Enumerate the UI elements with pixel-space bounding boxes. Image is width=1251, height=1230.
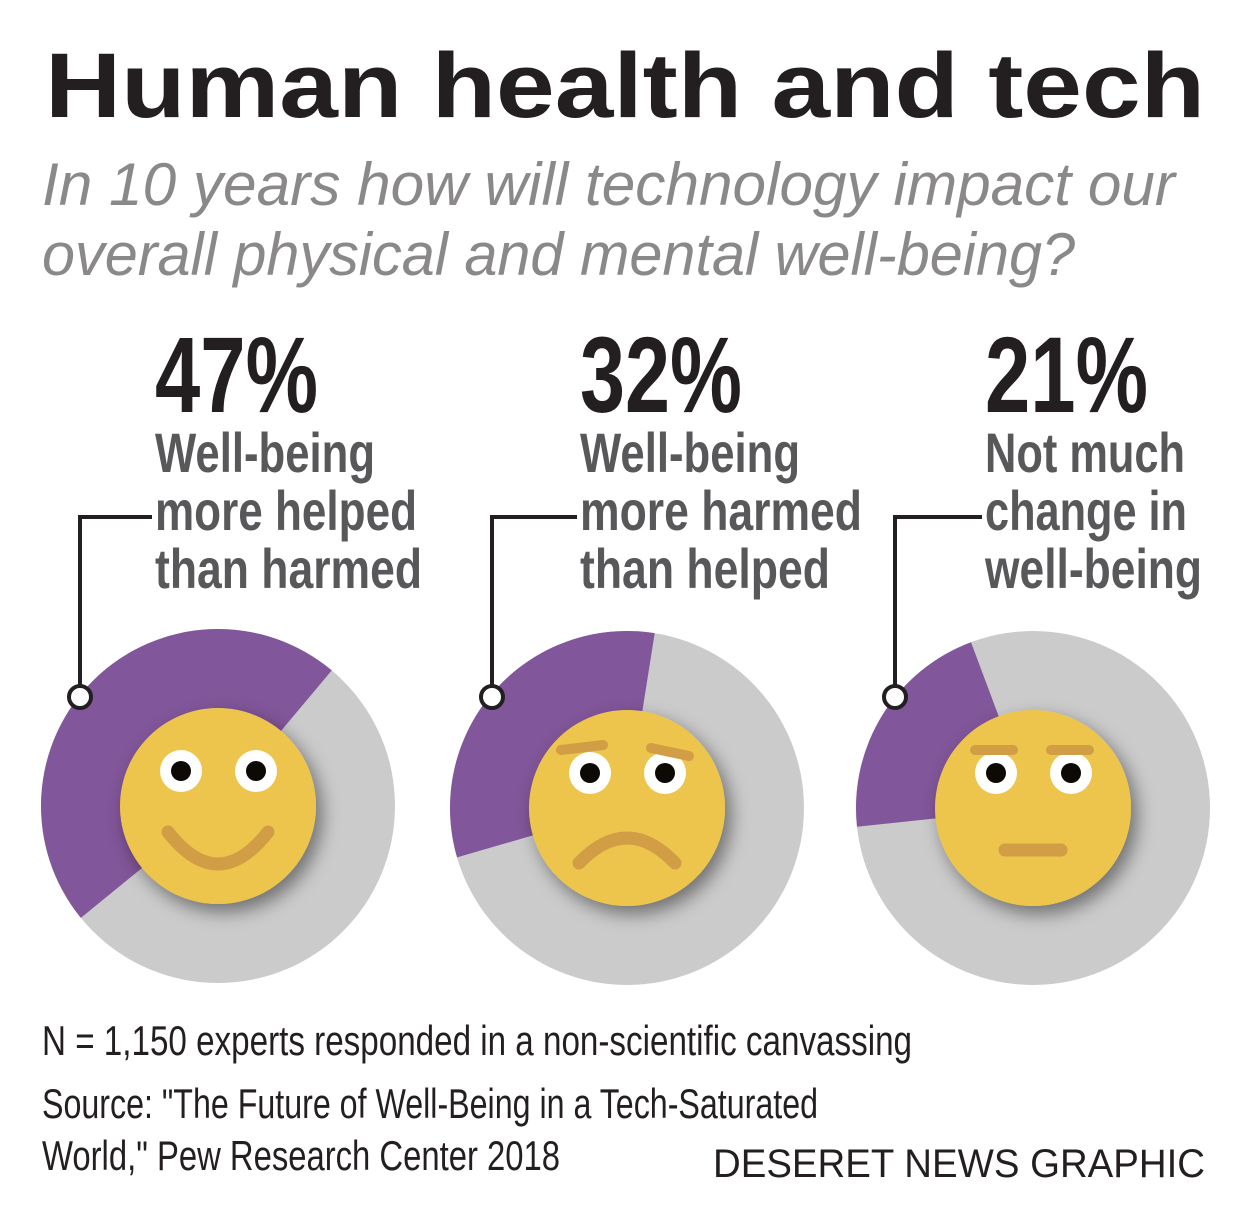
source-line-2: World," Pew Research Center 2018 — [42, 1132, 560, 1179]
percent-label-no-change: 21% — [985, 314, 1148, 435]
category-label-line: than helped — [580, 537, 830, 600]
leader-lines — [67, 515, 982, 710]
mouth-smile — [161, 825, 275, 871]
face-neutral-icon — [935, 710, 1131, 906]
subtitle-line-2: overall physical and mental well-being? — [42, 221, 1076, 288]
leader-line — [78, 515, 152, 686]
category-label-line: more harmed — [580, 479, 862, 542]
face-happy-icon — [120, 708, 316, 904]
subtitle-line-1: In 10 years how will technology impact o… — [42, 151, 1177, 218]
pie-chart-sad — [450, 630, 804, 985]
pie-chart-neutral — [856, 631, 1210, 985]
category-label-line: Not much — [985, 421, 1185, 484]
eye-pupil — [246, 761, 266, 781]
leader-dot — [882, 684, 908, 710]
category-label-line: change in — [985, 479, 1187, 542]
leader-line — [490, 515, 577, 686]
category-label-line: Well-being — [155, 421, 375, 484]
leader-dot — [479, 684, 505, 710]
percent-label-harmed: 32% — [580, 314, 742, 435]
percent-label-helped: 47% — [155, 314, 318, 435]
source-line-1: Source: "The Future of Well-Being in a T… — [42, 1080, 818, 1127]
eye-pupil — [580, 763, 600, 783]
eye-pupil — [1061, 763, 1081, 783]
leader-line — [893, 515, 982, 686]
eyebrow — [646, 743, 694, 761]
pie-chart-happy — [40, 628, 395, 983]
eye-pupil — [171, 761, 191, 781]
pie-charts — [40, 628, 1210, 985]
page-title: Human health and tech — [45, 35, 1205, 137]
eye-pupil — [655, 763, 675, 783]
eye-pupil — [986, 763, 1006, 783]
eyebrow — [556, 740, 608, 755]
face-sad-icon — [529, 710, 725, 906]
leader-dot — [67, 684, 93, 710]
credit: DESERET NEWS GRAPHIC — [713, 1142, 1205, 1186]
category-label-line: more helped — [155, 479, 417, 542]
category-label-line: well-being — [984, 537, 1202, 600]
footnote: N = 1,150 experts responded in a non-sci… — [42, 1017, 912, 1064]
mouth-frown — [572, 831, 682, 870]
category-label-line: Well-being — [580, 421, 800, 484]
category-label-line: than harmed — [155, 537, 422, 600]
